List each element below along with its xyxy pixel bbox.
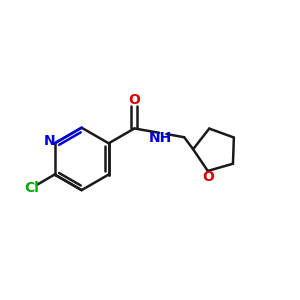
Text: Cl: Cl — [24, 181, 39, 195]
Text: N: N — [44, 134, 55, 148]
Text: O: O — [202, 170, 214, 184]
Text: O: O — [128, 93, 140, 107]
Text: NH: NH — [148, 131, 172, 145]
